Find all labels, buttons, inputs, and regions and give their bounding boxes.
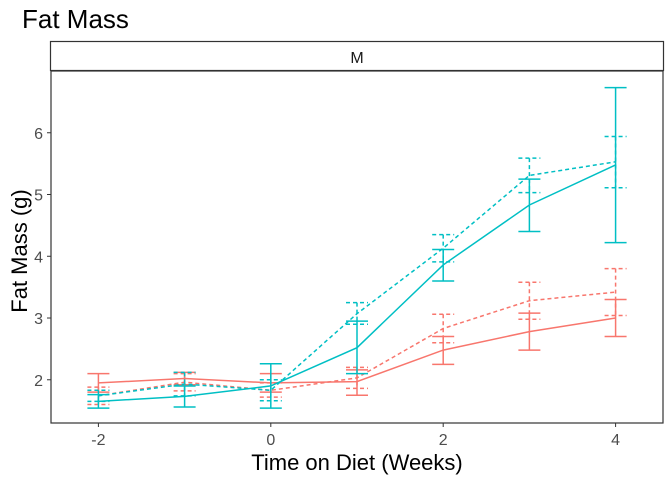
y-tick-label: 4 [34,249,43,266]
chart-title: Fat Mass [22,4,129,34]
x-tick-label: 0 [266,432,275,449]
facet-label: M [350,50,363,67]
y-tick-label: 6 [34,126,43,143]
y-tick-label: 5 [34,188,43,205]
facet-strip [49,40,665,72]
plot-area: -2 0 2 4 2 3 4 5 6 [34,70,664,449]
panel-border [50,70,664,424]
x-tick-label: 2 [439,432,448,449]
y-axis-title: Fat Mass (g) [7,189,32,312]
y-tick-label: 2 [34,373,43,390]
x-tick-label: 4 [611,432,620,449]
x-axis-title: Time on Diet (Weeks) [251,450,463,475]
x-tick-label: -2 [91,432,105,449]
y-tick-label: 3 [34,311,43,328]
